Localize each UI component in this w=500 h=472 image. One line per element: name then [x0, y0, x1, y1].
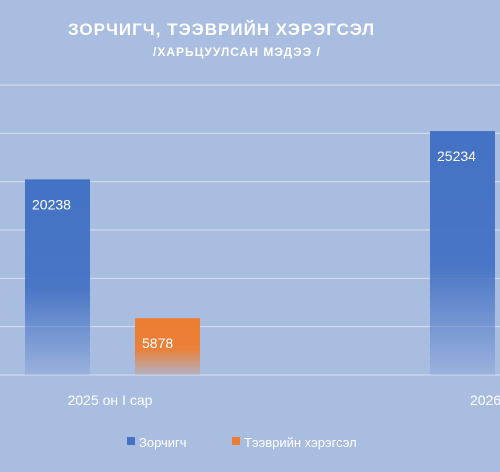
data-label-series1-cat1: 20238	[32, 196, 71, 212]
legend-label-series2: Тээврийн хэрэгсэл	[244, 435, 357, 450]
data-label-series2-cat1: 5878	[142, 335, 173, 351]
legend-label-series1: Зорчигч	[139, 435, 187, 450]
legend-swatch-series2	[232, 437, 240, 445]
category-label: 2025 он I сар	[68, 392, 153, 408]
chart-title: ЗОРЧИГЧ, ТЭЭВРИЙН ХЭРЭГСЭЛ	[68, 20, 376, 39]
data-label-series1-cat2: 25234	[437, 148, 476, 164]
bar-series2-cat1	[135, 318, 200, 375]
category-label: 2026	[470, 392, 500, 408]
bar-series1-cat2	[430, 131, 495, 375]
legend-swatch-series1	[127, 437, 135, 445]
bar-series1-cat1	[25, 179, 90, 375]
chart-subtitle: /ХАРЬЦУУЛСАН МЭДЭЭ /	[153, 45, 321, 59]
